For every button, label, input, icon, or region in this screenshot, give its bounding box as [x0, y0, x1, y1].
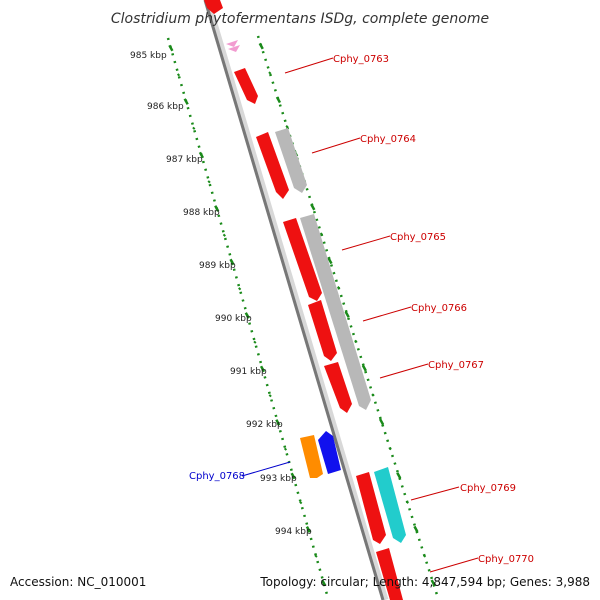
- scale-label: 986 kbp: [147, 102, 184, 112]
- scale-tick: [405, 500, 409, 504]
- scale-tick: [310, 203, 316, 211]
- scale-tick: [268, 394, 272, 398]
- gene-arrow-cphy-0768[interactable]: [318, 431, 341, 474]
- scale-tick: [299, 501, 303, 505]
- gene-label-cphy-0766[interactable]: Cphy_0766: [411, 303, 467, 314]
- scale-tick: [176, 73, 181, 77]
- scale-tick: [290, 472, 296, 480]
- scale-label: 985 kbp: [130, 51, 167, 61]
- scale-ticks: [168, 42, 436, 587]
- gene-arrow-orange[interactable]: [300, 435, 323, 478]
- scale-tick: [244, 312, 250, 319]
- map-title: Clostridium phytofermentans ISDg, comple…: [111, 11, 489, 27]
- gene-arrow[interactable]: [204, 0, 223, 14]
- scale-labels: 985 kbp 986 kbp 987 kbp 988 kbp 989 kbp …: [130, 51, 312, 537]
- scale-tick: [275, 96, 282, 104]
- scale-tick: [327, 257, 333, 265]
- gene-arrow-cphy-0770[interactable]: [376, 548, 403, 600]
- gene-labels: Cphy_0763 Cphy_0764 Cphy_0765 Cphy_0766 …: [189, 54, 534, 565]
- scale-tick: [388, 447, 392, 451]
- scale-tick: [168, 44, 174, 52]
- scale-tick: [229, 258, 235, 266]
- scale-tick: [344, 311, 350, 318]
- scale-tick: [253, 340, 257, 344]
- scale-tick: [214, 205, 220, 212]
- gene-label-cphy-0763[interactable]: Cphy_0763: [333, 54, 389, 65]
- scale-tick: [337, 286, 341, 290]
- gene-arrow[interactable]: [226, 40, 238, 47]
- scale-tick: [192, 126, 196, 130]
- scale-label: 988 kbp: [183, 208, 220, 218]
- scale-tick: [371, 393, 375, 397]
- gene-label-cphy-0767[interactable]: Cphy_0767: [428, 360, 484, 371]
- gene-arrow-cphy-0765[interactable]: [283, 218, 322, 301]
- scale-tick: [319, 232, 323, 236]
- gene-arrow-cphy-0769[interactable]: [356, 472, 386, 544]
- backbone: [203, 0, 389, 600]
- scale-tick: [207, 180, 211, 184]
- gene-label-cphy-0768[interactable]: Cphy_0768: [189, 471, 245, 482]
- scale-tick: [198, 151, 205, 159]
- gene-arrow-cphy-0764[interactable]: [256, 132, 289, 199]
- scale-tick: [321, 579, 327, 587]
- gene-arrow-grey[interactable]: [300, 214, 371, 410]
- scale-tick: [238, 287, 242, 291]
- scale-label: 991 kbp: [230, 367, 267, 377]
- gene-arrow-cphy-0763[interactable]: [234, 68, 258, 104]
- label-connectors: [241, 57, 479, 573]
- gene-label-cphy-0769[interactable]: Cphy_0769: [460, 483, 516, 494]
- scale-tick: [361, 364, 367, 372]
- scale-label: 990 kbp: [215, 314, 252, 324]
- gene-features: [204, 0, 406, 600]
- scale-tick: [430, 579, 436, 587]
- gene-label-cphy-0764[interactable]: Cphy_0764: [360, 134, 416, 145]
- gene-arrow-cphy-0766[interactable]: [308, 300, 337, 361]
- scale-tick: [413, 525, 419, 533]
- scale-tick: [422, 554, 427, 558]
- scale-label: 987 kbp: [166, 155, 203, 165]
- gene-arrow-cyan[interactable]: [374, 467, 406, 543]
- gene-label-cphy-0765[interactable]: Cphy_0765: [390, 232, 446, 243]
- scale-label: 993 kbp: [260, 474, 297, 484]
- scale-tick: [378, 418, 385, 426]
- gene-arrow-cphy-0767[interactable]: [324, 362, 352, 413]
- scale-tick: [314, 554, 318, 558]
- scale-guides: [166, 35, 440, 599]
- scale-tick: [396, 472, 402, 479]
- gene-arrow[interactable]: [228, 45, 240, 52]
- scale-tick: [275, 419, 281, 426]
- scale-tick: [259, 365, 266, 373]
- scale-tick: [283, 447, 288, 451]
- scale-tick: [354, 339, 358, 343]
- scale-label: 992 kbp: [246, 420, 283, 430]
- scale-tick: [305, 526, 311, 533]
- scale-tick: [268, 71, 272, 75]
- scale-label: 989 kbp: [199, 261, 236, 271]
- topology-text: Topology: circular; Length: 4,847,594 bp…: [259, 575, 590, 589]
- scale-tick: [258, 42, 264, 50]
- scale-tick: [222, 233, 226, 237]
- accession-text: Accession: NC_010001: [10, 575, 146, 589]
- scale-tick: [285, 125, 289, 129]
- scale-label: 994 kbp: [275, 527, 312, 537]
- gene-arrow-grey[interactable]: [275, 128, 307, 193]
- gene-label-cphy-0770[interactable]: Cphy_0770: [478, 554, 534, 565]
- scale-tick: [183, 98, 189, 105]
